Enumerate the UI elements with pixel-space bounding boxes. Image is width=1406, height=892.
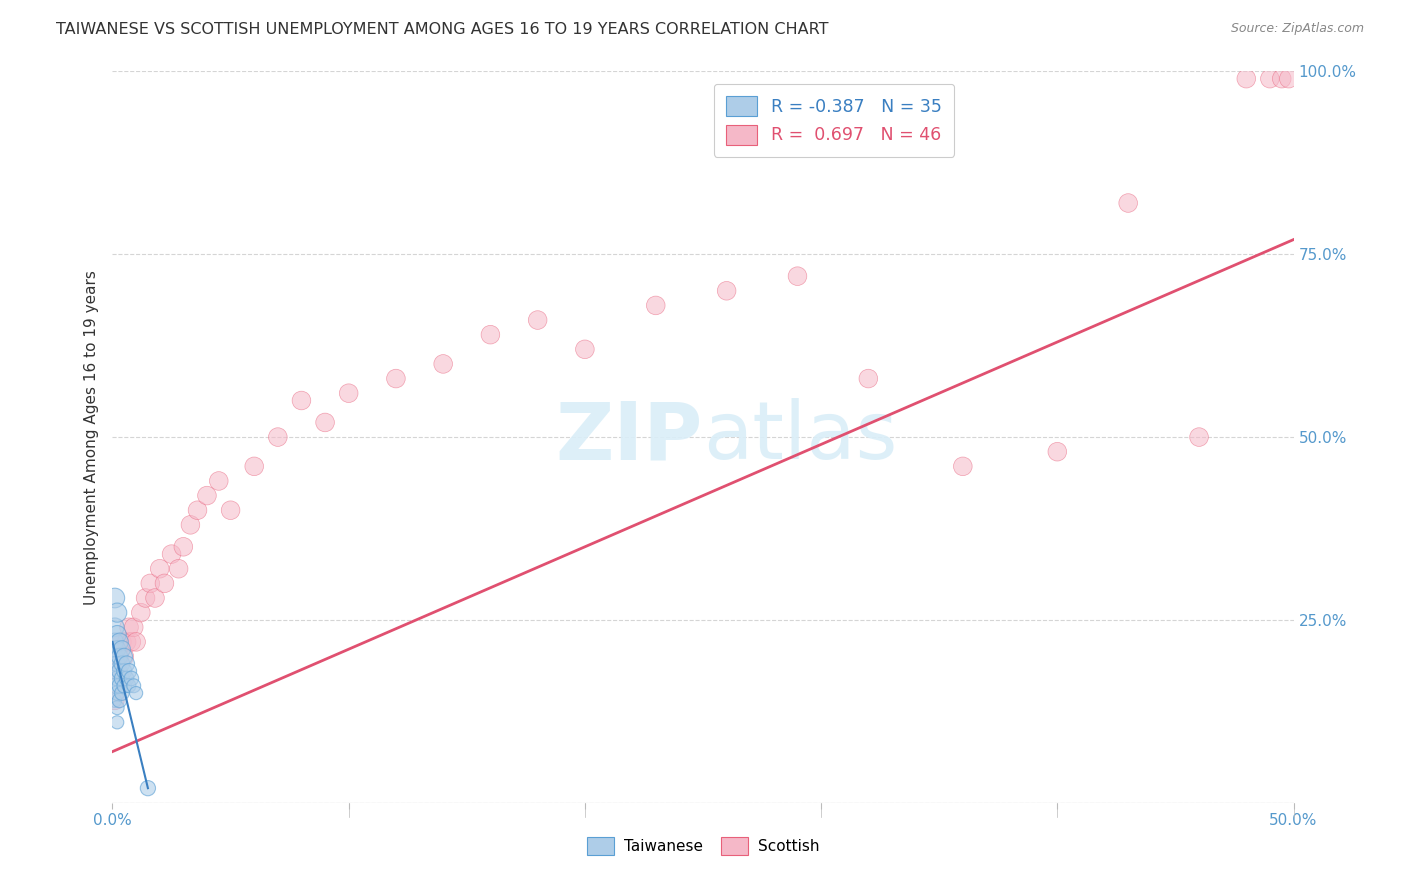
Point bbox=[118, 664, 141, 678]
Point bbox=[105, 627, 128, 641]
Point bbox=[105, 606, 128, 620]
Point bbox=[118, 679, 141, 693]
Point bbox=[111, 635, 134, 649]
Point bbox=[104, 649, 127, 664]
Point bbox=[135, 591, 157, 605]
Point bbox=[337, 386, 360, 401]
Point bbox=[105, 715, 128, 730]
Point bbox=[526, 313, 548, 327]
Point bbox=[1278, 71, 1301, 86]
Point bbox=[111, 672, 134, 686]
Point bbox=[104, 664, 127, 678]
Point bbox=[105, 686, 128, 700]
Point bbox=[111, 642, 134, 657]
Point bbox=[104, 693, 127, 707]
Point bbox=[104, 635, 127, 649]
Point bbox=[108, 679, 131, 693]
Point bbox=[105, 657, 128, 671]
Point bbox=[115, 635, 138, 649]
Point bbox=[111, 657, 134, 671]
Point bbox=[432, 357, 454, 371]
Point bbox=[104, 620, 127, 634]
Point bbox=[179, 517, 201, 532]
Point bbox=[172, 540, 194, 554]
Point bbox=[108, 635, 131, 649]
Point bbox=[129, 606, 152, 620]
Point bbox=[115, 657, 138, 671]
Text: ZIP: ZIP bbox=[555, 398, 703, 476]
Point bbox=[105, 642, 128, 657]
Y-axis label: Unemployment Among Ages 16 to 19 years: Unemployment Among Ages 16 to 19 years bbox=[84, 269, 100, 605]
Point bbox=[208, 474, 231, 488]
Point bbox=[1234, 71, 1257, 86]
Point bbox=[118, 620, 141, 634]
Point bbox=[479, 327, 502, 342]
Point bbox=[112, 664, 135, 678]
Point bbox=[120, 672, 142, 686]
Text: TAIWANESE VS SCOTTISH UNEMPLOYMENT AMONG AGES 16 TO 19 YEARS CORRELATION CHART: TAIWANESE VS SCOTTISH UNEMPLOYMENT AMONG… bbox=[56, 22, 828, 37]
Point bbox=[112, 679, 135, 693]
Point bbox=[104, 679, 127, 693]
Point bbox=[105, 672, 128, 686]
Point bbox=[104, 693, 127, 707]
Point bbox=[108, 649, 131, 664]
Point bbox=[125, 686, 148, 700]
Point bbox=[108, 693, 131, 707]
Point bbox=[314, 416, 336, 430]
Point bbox=[122, 679, 145, 693]
Point bbox=[1258, 71, 1281, 86]
Point bbox=[122, 620, 145, 634]
Point bbox=[120, 635, 142, 649]
Point bbox=[139, 576, 162, 591]
Point bbox=[104, 591, 127, 605]
Point bbox=[243, 459, 266, 474]
Point bbox=[716, 284, 738, 298]
Point bbox=[143, 591, 166, 605]
Point bbox=[149, 562, 172, 576]
Point bbox=[952, 459, 974, 474]
Point bbox=[574, 343, 596, 357]
Point bbox=[167, 562, 190, 576]
Point bbox=[112, 649, 135, 664]
Point bbox=[1188, 430, 1211, 444]
Point bbox=[108, 649, 131, 664]
Point bbox=[186, 503, 208, 517]
Point bbox=[290, 393, 312, 408]
Point bbox=[786, 269, 808, 284]
Point bbox=[136, 781, 159, 796]
Point bbox=[105, 700, 128, 714]
Point bbox=[125, 635, 148, 649]
Text: atlas: atlas bbox=[703, 398, 897, 476]
Point bbox=[111, 686, 134, 700]
Point bbox=[195, 489, 218, 503]
Point bbox=[1271, 71, 1294, 86]
Point bbox=[267, 430, 290, 444]
Legend: Taiwanese, Scottish: Taiwanese, Scottish bbox=[581, 831, 825, 861]
Point bbox=[219, 503, 242, 517]
Point bbox=[1046, 444, 1069, 458]
Point bbox=[385, 371, 408, 385]
Point bbox=[108, 664, 131, 678]
Text: Source: ZipAtlas.com: Source: ZipAtlas.com bbox=[1230, 22, 1364, 36]
Point bbox=[644, 298, 666, 312]
Point bbox=[112, 649, 135, 664]
Point bbox=[115, 672, 138, 686]
Point bbox=[160, 547, 183, 561]
Point bbox=[858, 371, 880, 385]
Point bbox=[1116, 196, 1139, 211]
Point bbox=[153, 576, 176, 591]
Point bbox=[105, 664, 128, 678]
